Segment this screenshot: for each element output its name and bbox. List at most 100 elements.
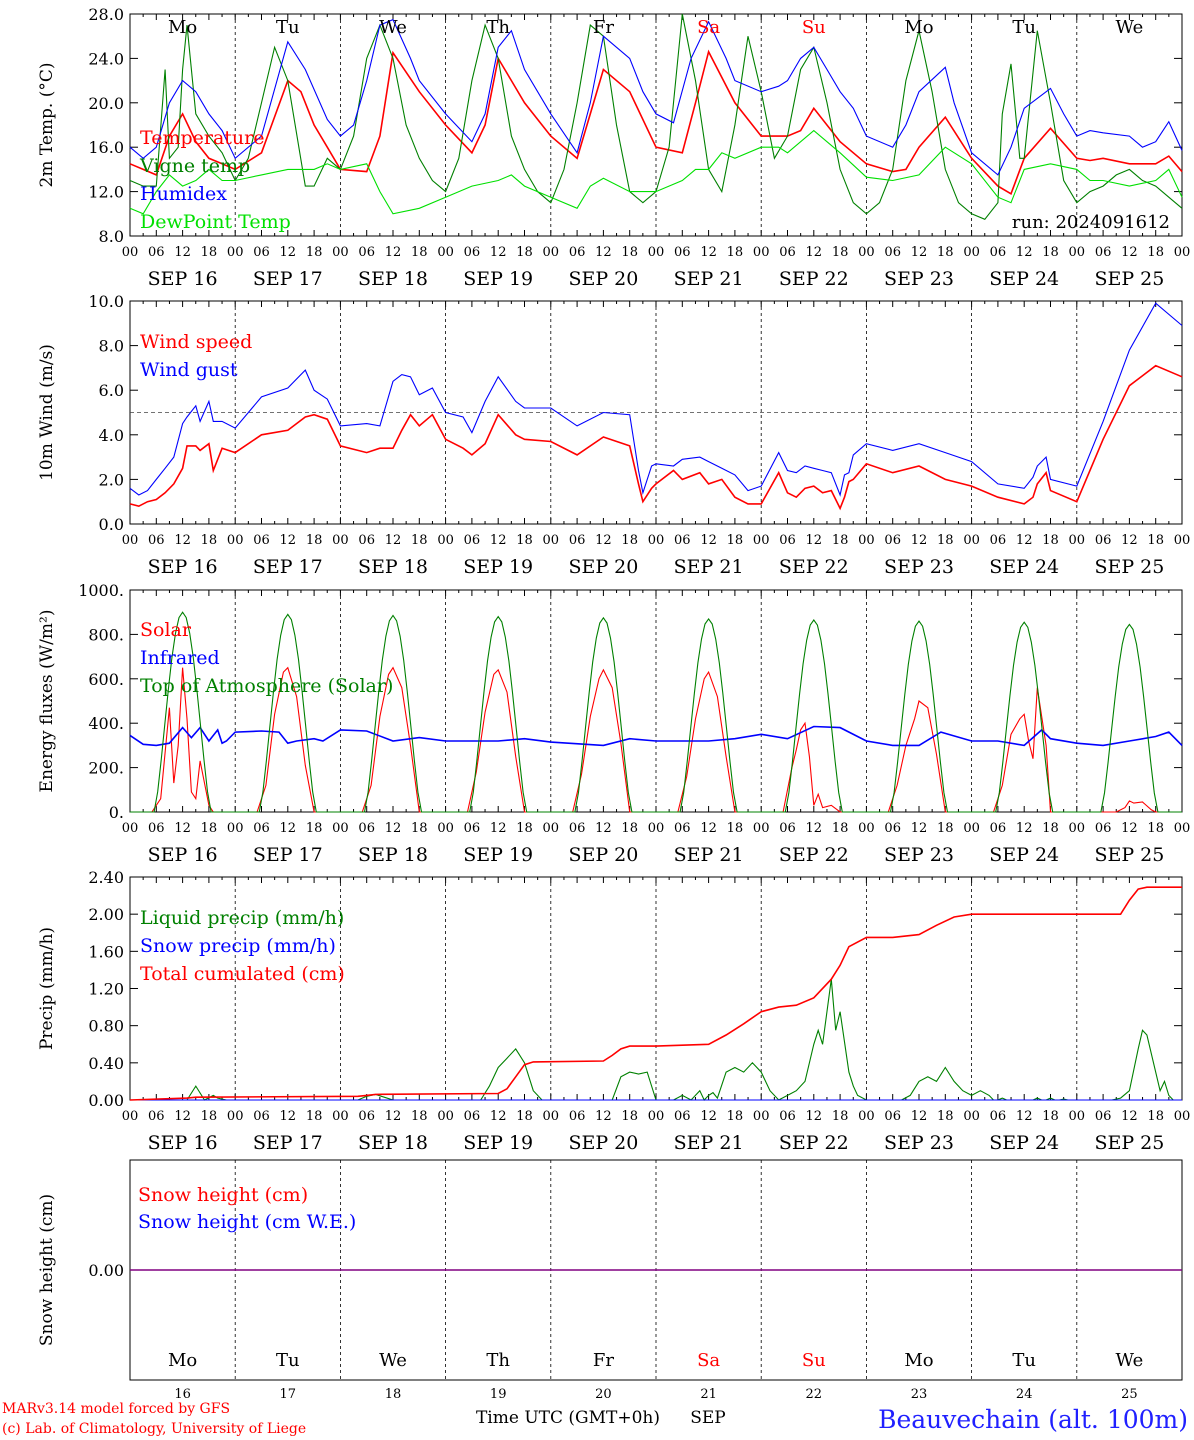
hour-label: 18 bbox=[937, 245, 954, 260]
hour-label: 06 bbox=[148, 821, 165, 836]
hour-label: 18 bbox=[516, 245, 533, 260]
hour-label: 18 bbox=[1147, 821, 1164, 836]
date-label: SEP 19 bbox=[463, 1132, 533, 1154]
date-label: SEP 25 bbox=[1094, 1132, 1164, 1154]
hour-label: 06 bbox=[464, 821, 481, 836]
hour-label: 06 bbox=[253, 821, 270, 836]
date-label: SEP 19 bbox=[463, 268, 533, 290]
date-label: SEP 24 bbox=[989, 268, 1059, 290]
hour-label: 00 bbox=[437, 1109, 454, 1124]
weekday-label: Su bbox=[802, 1350, 826, 1371]
hour-label: 00 bbox=[1069, 245, 1086, 260]
hour-label: 12 bbox=[385, 821, 402, 836]
hour-label: 12 bbox=[280, 245, 297, 260]
hour-label: 00 bbox=[1174, 533, 1191, 548]
series-wind-gust bbox=[129, 302, 1183, 497]
y-axis-label: Energy fluxes (W/m²) bbox=[37, 610, 57, 793]
hour-label: 00 bbox=[963, 1109, 980, 1124]
hour-label: 00 bbox=[332, 245, 349, 260]
weekday-label: Mo bbox=[904, 17, 933, 38]
date-label: SEP 21 bbox=[674, 556, 744, 578]
hour-label: 18 bbox=[621, 1109, 638, 1124]
panel-4: 0.00 0.40 0.80 1.20 1.60 2.00 2.40 Precip (mm/h… bbox=[37, 868, 1190, 1154]
y-tick-label: 800. bbox=[88, 625, 124, 644]
weekday-label: We bbox=[1116, 17, 1144, 38]
hour-label: 12 bbox=[1121, 533, 1138, 548]
hour-label: 00 bbox=[648, 245, 665, 260]
hour-label: 12 bbox=[806, 1109, 823, 1124]
hour-label: 00 bbox=[122, 821, 139, 836]
run-label: run: 2024091612 bbox=[1012, 212, 1170, 233]
hour-label: 00 bbox=[1174, 245, 1191, 260]
day-number: 17 bbox=[280, 1387, 297, 1402]
hour-label: 12 bbox=[1016, 533, 1033, 548]
date-label: SEP 21 bbox=[674, 1132, 744, 1154]
y-tick-label: 600. bbox=[88, 670, 124, 689]
y-tick-label: 4.0 bbox=[99, 426, 124, 445]
date-label: SEP 17 bbox=[253, 556, 323, 578]
date-label: SEP 17 bbox=[253, 1132, 323, 1154]
hour-label: 12 bbox=[806, 533, 823, 548]
hour-label: 00 bbox=[753, 1109, 770, 1124]
hour-label: 00 bbox=[543, 245, 560, 260]
date-label: SEP 24 bbox=[989, 1132, 1059, 1154]
date-label: SEP 21 bbox=[674, 268, 744, 290]
hour-label: 18 bbox=[306, 821, 323, 836]
hour-label: 12 bbox=[280, 533, 297, 548]
hour-label: 18 bbox=[621, 245, 638, 260]
y-axis-label: 2m Temp. (°C) bbox=[37, 62, 57, 187]
date-label: SEP 23 bbox=[884, 1132, 954, 1154]
hour-label: 18 bbox=[832, 533, 849, 548]
series-humidex bbox=[129, 18, 1183, 176]
hour-label: 12 bbox=[911, 533, 928, 548]
hour-label: 18 bbox=[306, 245, 323, 260]
legend-wind-gust: Wind gust bbox=[140, 359, 238, 381]
weekday-label: Mo bbox=[168, 17, 197, 38]
hour-label: 18 bbox=[727, 533, 744, 548]
hour-label: 00 bbox=[858, 533, 875, 548]
hour-label: 06 bbox=[148, 533, 165, 548]
hour-label: 18 bbox=[832, 821, 849, 836]
weekday-label: Tu bbox=[1012, 17, 1036, 38]
hour-label: 06 bbox=[674, 1109, 691, 1124]
series-top-of-atmosphere-solar- bbox=[130, 611, 1182, 813]
hour-label: 12 bbox=[280, 1109, 297, 1124]
y-axis-label: Snow height (cm) bbox=[37, 1194, 57, 1346]
hour-label: 06 bbox=[990, 245, 1007, 260]
hour-label: 06 bbox=[569, 1109, 586, 1124]
y-axis-label: Precip (mm/h) bbox=[37, 927, 57, 1050]
weekday-label: Mo bbox=[168, 1350, 197, 1371]
hour-label: 06 bbox=[253, 1109, 270, 1124]
date-label: SEP 16 bbox=[148, 268, 218, 290]
hour-label: 00 bbox=[753, 245, 770, 260]
date-label: SEP 24 bbox=[989, 844, 1059, 866]
hour-label: 00 bbox=[648, 533, 665, 548]
hour-label: 18 bbox=[937, 821, 954, 836]
y-tick-label: 16.0 bbox=[88, 138, 124, 157]
hour-label: 12 bbox=[174, 533, 191, 548]
hour-label: 06 bbox=[779, 533, 796, 548]
hour-label: 00 bbox=[858, 821, 875, 836]
weekday-label: We bbox=[379, 1350, 407, 1371]
panel-3: 0. 200. 400. 600. 800. 1000. Energy fluxes (W/… bbox=[37, 581, 1190, 866]
date-label: SEP 19 bbox=[463, 556, 533, 578]
hour-label: 00 bbox=[963, 821, 980, 836]
hour-label: 06 bbox=[1095, 1109, 1112, 1124]
hour-label: 06 bbox=[990, 821, 1007, 836]
hour-label: 06 bbox=[148, 245, 165, 260]
weekday-label: Tu bbox=[1012, 1350, 1036, 1371]
date-label: SEP 24 bbox=[989, 556, 1059, 578]
weekday-label: Fr bbox=[593, 1350, 614, 1371]
day-number: 24 bbox=[1016, 1387, 1033, 1402]
hour-label: 06 bbox=[884, 245, 901, 260]
hour-label: 12 bbox=[1016, 245, 1033, 260]
series-total-cumulated-cm- bbox=[129, 886, 1182, 1101]
hour-label: 12 bbox=[490, 821, 507, 836]
weekday-label: Mo bbox=[904, 1350, 933, 1371]
hour-label: 18 bbox=[411, 821, 428, 836]
date-label: SEP 23 bbox=[884, 844, 954, 866]
date-label: SEP 22 bbox=[779, 556, 849, 578]
weekday-label: Tu bbox=[276, 17, 300, 38]
model-credit: MARv3.14 model forced by GFS bbox=[2, 1401, 230, 1417]
y-tick-label: 2.40 bbox=[88, 868, 124, 887]
